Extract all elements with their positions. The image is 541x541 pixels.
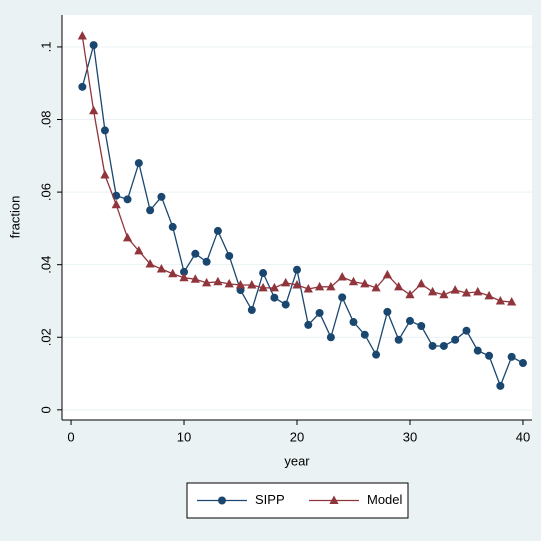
- marker: [224, 278, 234, 288]
- marker: [439, 341, 448, 350]
- marker: [507, 297, 517, 306]
- marker: [473, 346, 482, 355]
- marker: [495, 295, 505, 305]
- marker: [496, 381, 505, 390]
- marker: [190, 274, 200, 283]
- marker: [213, 226, 222, 235]
- marker: [78, 82, 87, 91]
- marker: [382, 269, 392, 279]
- legend-label: SIPP: [255, 492, 285, 507]
- marker: [168, 222, 177, 231]
- marker: [329, 495, 339, 504]
- marker: [202, 277, 212, 287]
- marker: [258, 282, 268, 292]
- marker: [383, 307, 392, 316]
- marker: [122, 232, 133, 242]
- y-tick-label: .02: [38, 328, 53, 346]
- legend-label: Model: [367, 492, 403, 507]
- marker: [337, 272, 347, 281]
- marker: [484, 290, 494, 300]
- marker: [326, 333, 335, 342]
- marker: [360, 278, 370, 288]
- x-tick-label: 10: [177, 429, 191, 444]
- marker: [360, 330, 369, 339]
- y-tick-label: 0: [38, 406, 53, 413]
- marker: [100, 126, 109, 135]
- marker: [292, 280, 302, 289]
- marker: [293, 265, 301, 274]
- marker: [100, 170, 110, 179]
- series-line: [81, 44, 524, 388]
- marker: [225, 251, 234, 260]
- marker: [134, 245, 144, 255]
- marker: [270, 293, 279, 302]
- marker: [303, 283, 313, 293]
- marker: [439, 289, 449, 299]
- marker: [89, 41, 98, 50]
- marker: [349, 318, 358, 327]
- y-tick-label: .08: [38, 110, 53, 128]
- x-tick-label: 20: [290, 429, 304, 444]
- marker: [269, 282, 280, 292]
- marker: [348, 276, 359, 286]
- marker: [247, 280, 257, 289]
- marker: [451, 335, 460, 344]
- marker: [281, 300, 290, 309]
- marker: [218, 496, 226, 505]
- marker: [168, 268, 178, 278]
- marker: [371, 282, 381, 292]
- marker: [507, 352, 516, 361]
- marker: [111, 199, 121, 209]
- marker: [450, 285, 460, 294]
- marker: [179, 272, 189, 282]
- marker: [405, 289, 415, 299]
- marker: [416, 278, 426, 288]
- marker: [123, 195, 132, 204]
- marker: [213, 276, 223, 286]
- marker: [405, 316, 414, 325]
- marker: [473, 286, 483, 296]
- y-tick-label: .1: [38, 42, 53, 53]
- y-tick-label: .04: [38, 256, 53, 274]
- marker: [180, 267, 189, 276]
- marker: [394, 281, 404, 291]
- marker: [191, 249, 200, 258]
- marker: [394, 335, 403, 344]
- marker: [338, 293, 347, 302]
- x-tick-label: 0: [67, 429, 74, 444]
- marker: [146, 206, 155, 215]
- marker: [428, 341, 437, 350]
- marker: [89, 105, 99, 115]
- marker: [156, 264, 167, 273]
- marker: [315, 308, 324, 317]
- y-tick-label: .06: [38, 183, 53, 201]
- marker: [259, 269, 268, 278]
- plot-area: [62, 15, 532, 420]
- marker: [134, 159, 143, 168]
- y-axis-title: fraction: [7, 196, 22, 239]
- marker: [202, 257, 211, 266]
- marker: [157, 192, 166, 201]
- marker: [326, 281, 336, 291]
- marker: [518, 359, 527, 368]
- marker: [281, 277, 291, 287]
- marker: [235, 280, 246, 289]
- marker: [77, 31, 87, 40]
- marker: [247, 306, 256, 315]
- x-axis-title: year: [284, 453, 310, 468]
- marker: [314, 281, 325, 291]
- marker: [427, 286, 438, 296]
- marker: [417, 322, 426, 331]
- marker: [304, 320, 313, 329]
- marker: [485, 351, 494, 360]
- marker: [462, 326, 471, 335]
- marker: [372, 350, 381, 359]
- x-tick-label: 40: [516, 429, 530, 444]
- x-tick-label: 30: [403, 429, 417, 444]
- marker: [461, 287, 472, 297]
- marker: [145, 258, 155, 268]
